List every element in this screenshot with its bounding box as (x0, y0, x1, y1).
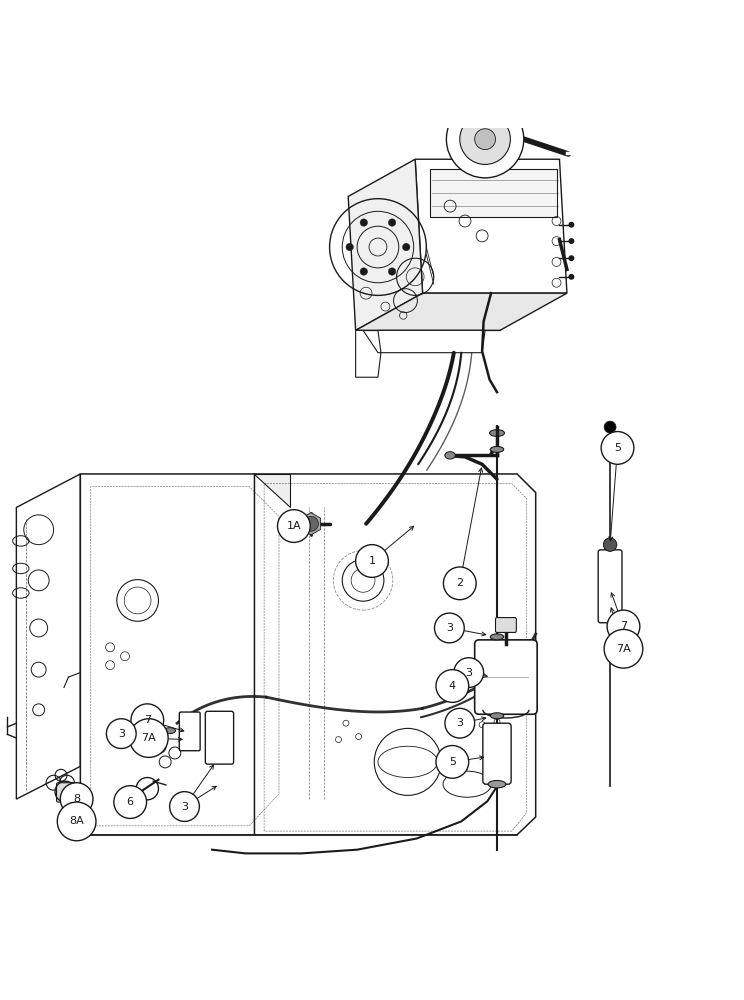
FancyBboxPatch shape (475, 640, 537, 714)
Polygon shape (16, 474, 80, 799)
Circle shape (454, 658, 484, 687)
Text: 2: 2 (456, 578, 464, 588)
Text: 3: 3 (446, 623, 453, 633)
Text: 5: 5 (449, 757, 456, 767)
Polygon shape (254, 474, 536, 835)
Circle shape (568, 238, 574, 244)
Circle shape (443, 567, 476, 600)
Polygon shape (254, 474, 290, 507)
Polygon shape (378, 330, 485, 353)
FancyBboxPatch shape (496, 618, 516, 632)
Ellipse shape (490, 634, 504, 640)
Circle shape (403, 243, 410, 251)
Polygon shape (415, 159, 567, 293)
Circle shape (356, 545, 388, 577)
FancyBboxPatch shape (179, 712, 200, 751)
Polygon shape (356, 330, 381, 377)
Text: 7A: 7A (141, 733, 156, 743)
Text: 6: 6 (126, 797, 134, 807)
Polygon shape (301, 513, 321, 535)
Polygon shape (356, 293, 567, 330)
Circle shape (436, 746, 469, 778)
Text: 8A: 8A (69, 816, 84, 826)
Circle shape (388, 268, 396, 275)
FancyBboxPatch shape (483, 723, 511, 784)
Circle shape (603, 538, 617, 551)
Circle shape (568, 255, 574, 261)
Circle shape (60, 783, 93, 815)
Text: 7: 7 (620, 621, 627, 631)
Ellipse shape (164, 728, 176, 734)
FancyBboxPatch shape (205, 711, 234, 764)
Circle shape (106, 719, 136, 748)
Circle shape (607, 610, 640, 643)
Circle shape (388, 219, 396, 226)
Text: 5: 5 (614, 443, 621, 453)
Circle shape (568, 274, 574, 280)
Ellipse shape (445, 452, 455, 459)
Ellipse shape (488, 780, 506, 788)
Circle shape (170, 792, 199, 821)
Circle shape (601, 432, 634, 464)
Text: 4: 4 (449, 681, 456, 691)
Ellipse shape (490, 446, 504, 452)
Polygon shape (80, 474, 290, 835)
Circle shape (57, 802, 96, 841)
Ellipse shape (490, 430, 504, 436)
Ellipse shape (490, 713, 504, 719)
Circle shape (346, 243, 353, 251)
Text: 3: 3 (181, 802, 188, 812)
Circle shape (114, 786, 147, 818)
Circle shape (131, 704, 164, 737)
FancyBboxPatch shape (57, 783, 76, 802)
Text: 3: 3 (465, 668, 472, 678)
Circle shape (460, 114, 510, 164)
Circle shape (604, 629, 643, 668)
Text: 1A: 1A (286, 521, 301, 531)
Circle shape (445, 708, 475, 738)
Circle shape (475, 129, 496, 150)
Circle shape (278, 510, 310, 542)
Circle shape (434, 613, 464, 643)
Text: 3: 3 (456, 718, 464, 728)
Circle shape (604, 421, 616, 433)
Circle shape (360, 219, 368, 226)
Circle shape (446, 100, 524, 178)
Circle shape (304, 516, 318, 531)
Text: 7: 7 (144, 715, 151, 725)
Polygon shape (430, 169, 557, 217)
Circle shape (360, 268, 368, 275)
Circle shape (436, 670, 469, 702)
Circle shape (568, 222, 574, 228)
FancyBboxPatch shape (598, 550, 622, 623)
Text: 8: 8 (73, 794, 80, 804)
Text: 7A: 7A (616, 644, 631, 654)
Polygon shape (348, 159, 423, 330)
Text: 1: 1 (368, 556, 376, 566)
Circle shape (129, 719, 168, 757)
Text: 3: 3 (118, 729, 125, 739)
